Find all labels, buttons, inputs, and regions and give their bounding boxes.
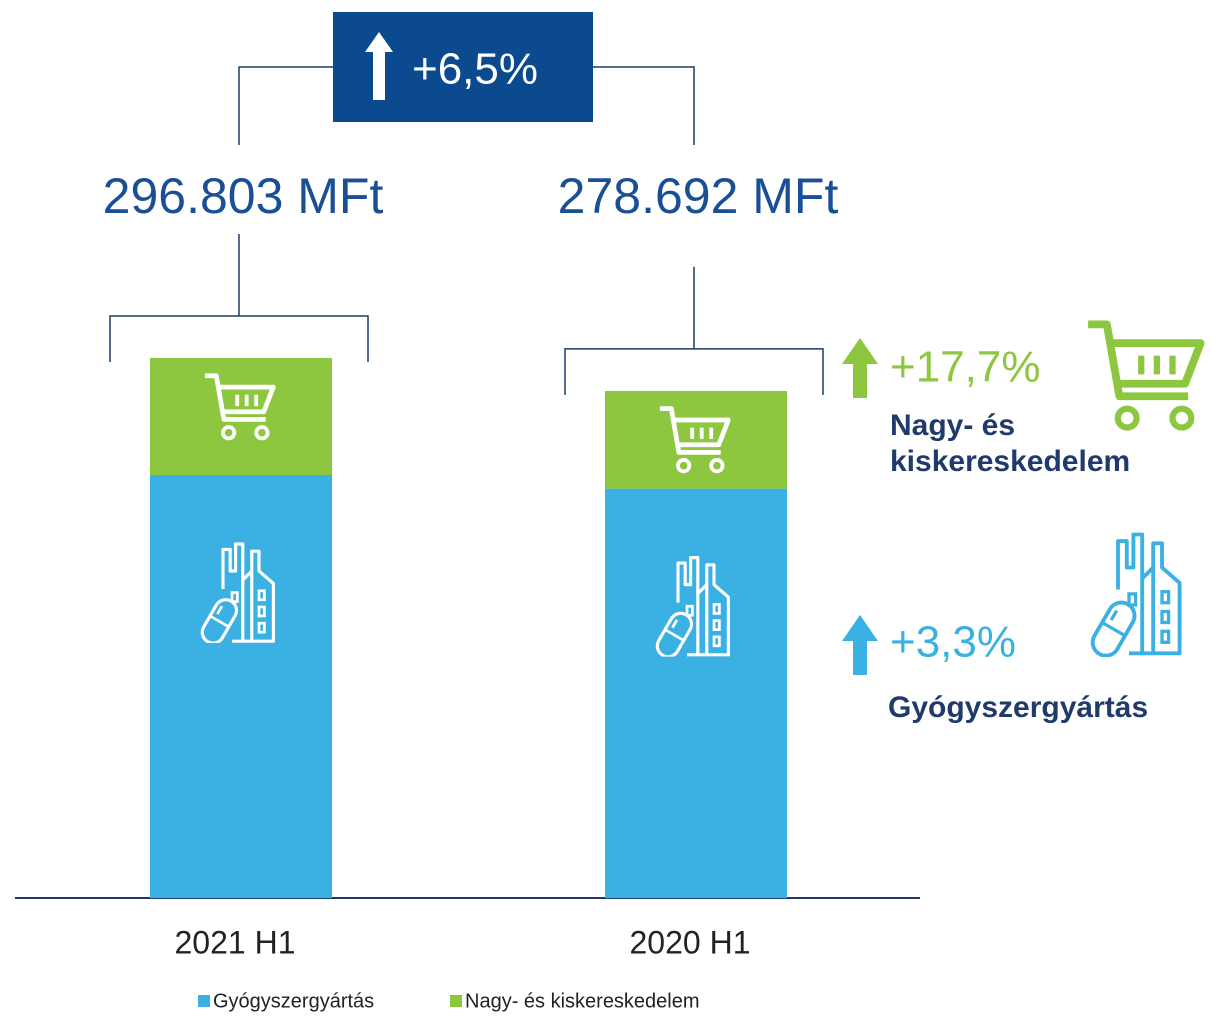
arrow <box>842 338 878 398</box>
bar-segment <box>605 488 787 898</box>
legend-label: Nagy- és kiskereskedelem <box>465 990 700 1012</box>
total-label: 296.803 MFt <box>103 168 384 224</box>
series-change: +3,3% <box>890 618 1016 667</box>
bracket <box>564 266 824 395</box>
category-label: 2020 H1 <box>630 924 751 960</box>
bar-segment <box>150 474 332 898</box>
bar-segment <box>605 390 787 489</box>
arrow <box>842 615 878 675</box>
legend-swatch <box>450 995 462 1007</box>
bracket <box>109 234 369 362</box>
series-label: Nagy- és kiskereskedelem <box>890 409 1131 478</box>
category-label: 2021 H1 <box>175 924 296 960</box>
series-label: Gyógyszergyártás <box>888 691 1149 724</box>
arrow <box>365 32 393 100</box>
icon <box>1085 532 1182 657</box>
connector <box>238 66 695 145</box>
legend-swatch <box>198 995 210 1007</box>
series-change: +17,7% <box>890 343 1040 392</box>
total-label: 278.692 MFt <box>558 168 839 224</box>
legend-label: Gyógyszergyártás <box>213 990 374 1012</box>
bar-segment <box>150 358 332 475</box>
total-change: +6,5% <box>412 45 538 94</box>
